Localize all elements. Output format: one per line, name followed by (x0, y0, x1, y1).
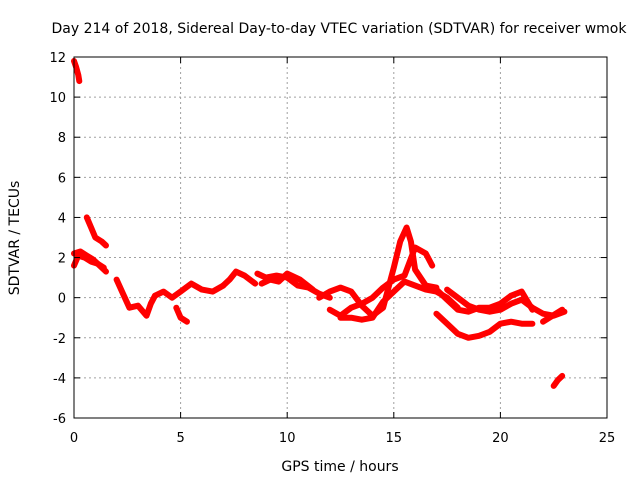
x-tick-label: 10 (279, 431, 296, 446)
plot-frame (73, 56, 608, 419)
y-tick-label: 12 (49, 51, 66, 66)
chart-title: Day 214 of 2018, Sidereal Day-to-day VTE… (52, 21, 628, 37)
x-tick-label: 5 (176, 431, 184, 446)
series-arc-10 (258, 270, 316, 293)
series-arc-5 (113, 276, 158, 319)
x-tick-label: 0 (70, 431, 78, 446)
grid-lines (74, 57, 607, 418)
series-arc-1 (71, 58, 83, 85)
series-arc-15 (433, 310, 536, 341)
series-arc-17 (540, 306, 566, 325)
y-tick-label: 0 (58, 292, 66, 307)
x-axis-label: GPS time / hours (281, 459, 398, 475)
series-arc-18 (550, 372, 566, 389)
series-arc-3 (71, 248, 109, 275)
x-tick-label: 25 (599, 431, 616, 446)
y-tick-label: 2 (58, 252, 66, 267)
series-arc-6 (152, 280, 227, 301)
y-tick-label: 6 (58, 171, 66, 186)
series-arc-8 (220, 268, 259, 289)
data-series (71, 58, 568, 389)
series-arc-7 (173, 304, 190, 325)
series-arc-16 (444, 286, 568, 319)
series-arc-9 (254, 270, 333, 301)
series-arc-11 (316, 224, 440, 319)
x-tick-label: 15 (386, 431, 403, 446)
y-axis-label: SDTVAR / TECUs (7, 181, 23, 296)
y-tick-label: -4 (53, 372, 66, 387)
series-arc-13 (326, 244, 436, 319)
series-arc-4 (83, 214, 109, 249)
y-tick-label: -6 (53, 412, 66, 427)
y-tick-label: -2 (53, 332, 66, 347)
y-tick-label: 10 (49, 91, 66, 106)
y-tick-label: 8 (58, 131, 66, 146)
x-tick-label: 20 (492, 431, 509, 446)
y-tick-label: 4 (58, 211, 66, 226)
axis-ticks: 0 5 10 15 20 25 -6 -4 -2 0 2 4 6 8 10 12 (49, 51, 615, 446)
